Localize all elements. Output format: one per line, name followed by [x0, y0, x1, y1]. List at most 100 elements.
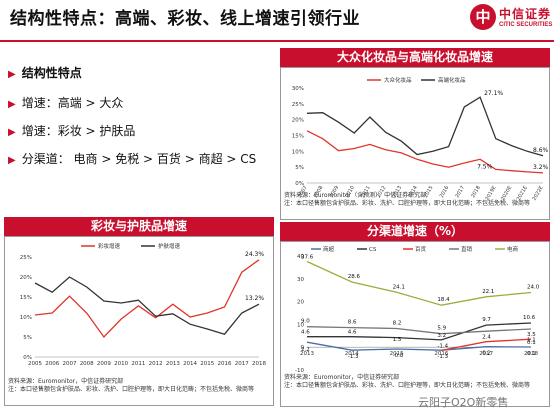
data-label: 9.0	[301, 319, 310, 325]
data-label: 24.1	[393, 284, 405, 290]
x-tick-label: 2013	[300, 351, 314, 357]
x-tick-label: 2012	[149, 361, 163, 367]
chart1-svg: 0% 5% 10% 15% 20% 25% 30% 2007 2008 2009 2010 2011 2…	[292, 76, 549, 202]
logo-en: CITIC SECURITIES	[499, 22, 553, 28]
x-tick-label: 2015	[390, 351, 404, 357]
bullet-text: 分渠道： 电商 > 免税 > 百货 > 商超 > CS	[21, 152, 257, 166]
data-label: 5.9	[437, 326, 446, 332]
legend-label: 直销	[461, 245, 473, 253]
data-label: 0.2	[482, 351, 491, 357]
x-tick-label: 2012	[376, 185, 388, 199]
x-tick-label: 2006	[45, 361, 59, 367]
data-label: -1.4	[437, 343, 448, 349]
bullet-arrow-icon: ▶	[8, 155, 16, 166]
chart1-source-line: 资料来源：Euromonitor（含预测），中信证券研究部	[284, 192, 427, 199]
data-label: 7.5%	[477, 163, 493, 170]
bullet-arrow-icon: ▶	[8, 127, 16, 138]
chart2-title: 彩妆与护肤品增速	[4, 217, 274, 236]
y-tick-label: 10	[297, 322, 304, 328]
legend-label: 电商	[507, 245, 519, 253]
series-line-4	[306, 260, 532, 306]
y-tick-label: 0%	[295, 181, 304, 187]
chart2-panel: 0% 5% 10% 15% 20% 25% 2005 2006 2007 2008 2009 2010…	[4, 236, 274, 406]
x-tick-label: 2014	[407, 185, 419, 199]
data-label: 9.7	[482, 317, 491, 323]
x-tick-label: 2015	[423, 185, 435, 199]
series-line-2	[441, 338, 532, 352]
chart3-source: 资料来源：Euromonitor，中信证券研究部 注：本口径售额包含护肤品、彩妆…	[284, 374, 546, 390]
data-label: 0.1	[527, 340, 536, 346]
data-label: 3.2	[437, 333, 446, 339]
data-label: -1.3	[348, 354, 359, 360]
data-label: 8.6%	[533, 147, 549, 154]
chart1-panel: 0% 5% 10% 15% 20% 25% 30% 2007 2008 2009 2010 2011 2…	[280, 67, 550, 220]
data-label: 18.4	[437, 297, 450, 303]
x-tick-label: 2014	[345, 351, 359, 357]
x-tick-label: 2007	[62, 361, 76, 367]
y-tick-label: 10%	[20, 315, 32, 321]
data-label: 37.6	[301, 254, 314, 260]
y-tick-label: 5%	[295, 165, 304, 171]
x-tick-label: 2007	[297, 185, 309, 199]
chart3-source-note: 注：本口径售额包含护肤品、彩妆、洗护、口腔护理等，即大日化范畴；不包括免税、微商…	[284, 382, 531, 389]
chart1-source-note: 注：本口径售额包含护肤品、彩妆、洗护、口腔护理等，即大日化范畴；不包括免税、微商…	[284, 200, 531, 207]
x-tick-label: 2008	[80, 361, 94, 367]
y-tick-label: 20	[297, 300, 304, 306]
x-tick-label: 2009	[97, 361, 111, 367]
data-label: 28.6	[348, 274, 361, 280]
data-label: 1.5	[393, 337, 402, 343]
data-label: -1.3	[437, 354, 448, 360]
y-tick-label: 15%	[20, 295, 32, 301]
series-line-1	[306, 96, 544, 157]
data-label: 2.2	[301, 347, 310, 353]
series-line-0	[306, 130, 544, 174]
x-tick-label: 2005	[28, 361, 42, 367]
header-divider	[0, 40, 554, 42]
chart3-source-line: 资料来源：Euromonitor，中信证券研究部	[284, 374, 400, 381]
logo-cn: 中信证券	[499, 7, 552, 21]
data-label: 2.4	[482, 335, 491, 341]
x-tick-label: 2017	[479, 351, 493, 357]
x-tick-label: 2010	[114, 361, 128, 367]
data-label: 10.6	[523, 315, 536, 321]
chart3-svg: -10 0 10 20 30 40 2013 2014 2015 2016 2017 2018 商超 CS…	[295, 245, 540, 374]
legend-label: 大众化妆品	[384, 76, 412, 84]
y-tick-label: 20%	[20, 275, 32, 281]
data-label: 8.6	[348, 320, 357, 326]
x-tick-label: 2017	[235, 361, 249, 367]
data-label: 24.3%	[245, 251, 264, 258]
y-tick-label: 25%	[292, 102, 304, 108]
y-tick-label: 40	[297, 254, 304, 260]
legend-label: 彩妆增速	[98, 242, 121, 250]
x-tick-label: 2015	[200, 361, 214, 367]
legend-label: 商超	[323, 245, 335, 253]
legend-label: 百货	[415, 245, 427, 253]
x-tick-label: 2016	[434, 351, 448, 357]
bullet-arrow-icon: ▶	[8, 69, 16, 80]
brand-logo: 中 中信证券 CITIC SECURITIES	[470, 4, 553, 40]
data-label: 27.1%	[484, 90, 503, 97]
bullet-item: ▶ 增速：彩妆 > 护肤品	[8, 122, 135, 139]
data-label: 13.2%	[245, 295, 264, 302]
x-tick-label: 2008	[313, 185, 325, 199]
x-tick-label: 2018	[470, 185, 482, 199]
x-tick-label: 2013	[166, 361, 180, 367]
chart3-title: 分渠道增速（%）	[280, 222, 550, 241]
logo-mark-icon: 中	[470, 4, 496, 30]
series-line-0	[34, 259, 260, 339]
y-tick-label: 20%	[292, 118, 304, 124]
x-tick-label: 2011	[360, 185, 372, 199]
x-tick-label: 2013	[392, 185, 404, 199]
section-heading-text: 结构性特点	[21, 66, 82, 80]
bullet-arrow-icon: ▶	[8, 99, 16, 110]
chart3-panel: -10 0 10 20 30 40 2013 2014 2015 2016 2017 2018 商超 CS…	[280, 241, 550, 407]
page-title: 结构性特点：高端、彩妆、线上增速引领行业	[10, 9, 360, 29]
y-tick-label: 15%	[292, 134, 304, 140]
data-label: 24.0	[527, 284, 540, 290]
legend-label: 高端化妆品	[438, 76, 466, 84]
bullet-item: ▶ 增速：高端 > 大众	[8, 94, 123, 111]
x-tick-label: 2016	[218, 361, 232, 367]
legend-label: 护肤增速	[158, 242, 181, 250]
series-line-1	[34, 276, 260, 335]
x-tick-label: 2017	[455, 185, 467, 199]
